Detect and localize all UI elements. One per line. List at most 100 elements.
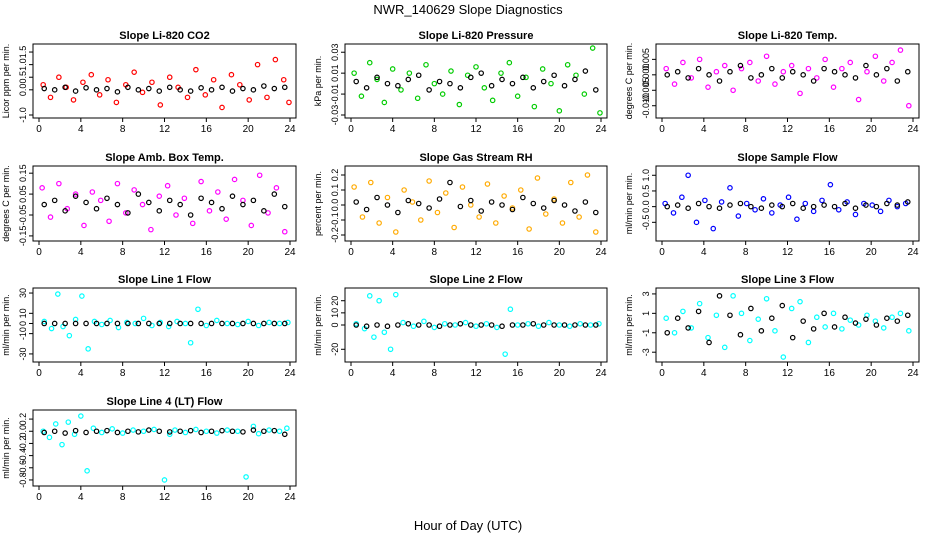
data-point <box>785 194 792 201</box>
x-tick-label: 20 <box>866 247 878 258</box>
panel-title: Slope Line 1 Flow <box>118 274 211 286</box>
data-point <box>523 74 529 81</box>
panels: Slope Li-820 CO2 Licor ppm per min. 0 4 8 12 1… <box>1 30 920 503</box>
data-point <box>763 295 770 302</box>
data-point <box>779 302 786 309</box>
series-1 <box>39 172 288 235</box>
y-tick-label: -1 <box>641 329 651 337</box>
panel-title: Slope Amb. Box Temp. <box>105 152 224 164</box>
data-point <box>831 203 838 210</box>
data-point <box>109 426 116 432</box>
panel-3: Slope Li-820 Temp. degrees C per min. 0 4 8 1… <box>624 30 920 135</box>
data-point <box>243 474 249 480</box>
data-point <box>582 68 589 74</box>
series-2 <box>664 293 911 346</box>
data-point <box>556 322 563 328</box>
data-point <box>906 102 912 109</box>
series-1 <box>351 172 599 235</box>
data-point <box>219 205 225 212</box>
data-point <box>181 195 188 202</box>
x-tick-label: 0 <box>348 124 354 135</box>
data-point <box>426 87 432 93</box>
data-point <box>597 110 603 116</box>
x-tick-label: 12 <box>782 124 794 135</box>
data-point <box>265 210 271 216</box>
data-point <box>146 85 152 92</box>
data-point <box>894 78 901 84</box>
x-tick-label: 0 <box>659 124 665 135</box>
series-1 <box>663 47 912 109</box>
data-point <box>374 76 380 83</box>
data-point <box>213 430 220 436</box>
data-point <box>592 229 599 235</box>
data-point <box>423 61 429 68</box>
data-point <box>224 320 231 327</box>
data-point <box>124 319 130 326</box>
data-point <box>873 72 880 78</box>
data-point <box>398 87 404 93</box>
y-tick-label: -0.03 <box>330 105 340 126</box>
data-point <box>441 320 448 327</box>
data-point <box>392 229 399 235</box>
data-point <box>821 202 827 208</box>
panel-7: Slope Line 1 Flow ml/min per min. 0 4 8 12 16 2… <box>1 274 297 379</box>
series-2 <box>41 427 288 438</box>
data-point <box>93 205 100 212</box>
data-point <box>172 427 178 433</box>
data-point <box>426 178 432 184</box>
data-point <box>873 322 880 328</box>
data-point <box>104 195 110 202</box>
data-point <box>114 180 121 187</box>
data-point <box>245 318 251 325</box>
data-point <box>193 66 199 73</box>
data-point <box>281 431 288 438</box>
data-point <box>713 68 720 75</box>
data-point <box>367 179 374 186</box>
data-point <box>135 320 142 327</box>
data-point <box>452 322 458 328</box>
series-2 <box>664 62 911 84</box>
data-point <box>56 74 62 81</box>
data-point <box>156 208 163 214</box>
data-point <box>488 322 495 328</box>
data-point <box>520 74 526 81</box>
data-point <box>166 197 173 204</box>
data-point <box>229 193 236 199</box>
data-point <box>473 323 479 330</box>
data-point <box>431 80 438 87</box>
data-point <box>492 220 499 226</box>
y-tick-label: 1.0 <box>18 58 28 71</box>
y-tick-label: 0.1 <box>330 184 340 197</box>
data-point <box>489 97 496 104</box>
data-point <box>830 310 837 317</box>
figure-xlabel: Hour of Day (UTC) <box>414 518 522 533</box>
data-point <box>72 320 79 327</box>
series-2 <box>353 68 599 93</box>
y-tick-label: -1.0 <box>18 107 28 123</box>
series-1 <box>41 291 291 352</box>
data-point <box>800 205 806 212</box>
data-point <box>125 210 131 216</box>
data-point <box>139 89 146 96</box>
data-point <box>904 199 911 205</box>
data-point <box>457 203 464 210</box>
data-point <box>498 70 504 76</box>
data-point <box>156 320 163 327</box>
x-tick-label: 8 <box>743 124 749 135</box>
data-point <box>59 441 65 448</box>
data-point <box>514 322 521 328</box>
data-point <box>135 429 142 435</box>
x-tick-label: 16 <box>512 247 524 258</box>
x-tick-label: 12 <box>782 368 794 379</box>
data-point <box>219 104 225 111</box>
data-point <box>165 323 172 330</box>
data-point <box>478 70 485 76</box>
data-point <box>266 319 272 326</box>
panel-title: Slope Line 3 Flow <box>741 274 834 286</box>
data-point <box>250 427 257 433</box>
data-point <box>663 65 669 72</box>
data-point <box>525 320 531 327</box>
data-point <box>852 205 859 212</box>
data-point <box>670 210 677 216</box>
